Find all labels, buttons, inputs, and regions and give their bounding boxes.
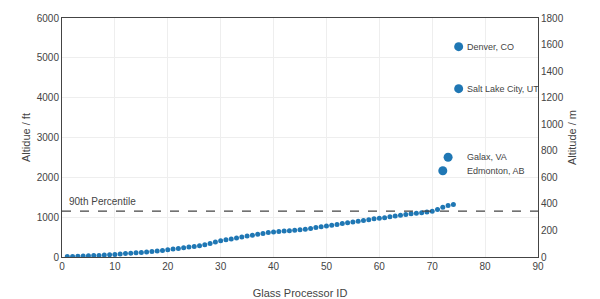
svg-text:400: 400 (541, 198, 558, 209)
svg-text:1000: 1000 (541, 119, 564, 130)
svg-text:1200: 1200 (541, 92, 564, 103)
svg-text:Galax, VA: Galax, VA (467, 152, 507, 162)
svg-text:3000: 3000 (37, 132, 60, 143)
svg-text:90th Percentile: 90th Percentile (69, 196, 136, 207)
svg-text:6000: 6000 (37, 13, 60, 24)
svg-text:Altitude / m: Altitude / m (566, 110, 578, 165)
svg-text:2000: 2000 (37, 172, 60, 183)
svg-text:Salt Lake City, UT: Salt Lake City, UT (467, 84, 539, 94)
svg-text:1800: 1800 (541, 13, 564, 24)
svg-text:0: 0 (541, 252, 547, 263)
svg-text:600: 600 (541, 172, 558, 183)
svg-text:Denver, CO: Denver, CO (467, 42, 514, 52)
svg-text:200: 200 (541, 225, 558, 236)
svg-text:90: 90 (532, 261, 544, 272)
svg-text:1000: 1000 (37, 212, 60, 223)
svg-text:Altidue / ft: Altidue / ft (20, 113, 32, 162)
svg-text:Glass Processor ID: Glass Processor ID (253, 287, 348, 299)
svg-text:70: 70 (427, 261, 439, 272)
svg-text:40: 40 (268, 261, 280, 272)
svg-text:80: 80 (480, 261, 492, 272)
svg-text:0: 0 (53, 252, 59, 263)
svg-text:800: 800 (541, 145, 558, 156)
svg-text:20: 20 (162, 261, 174, 272)
svg-text:1600: 1600 (541, 39, 564, 50)
svg-text:Edmonton, AB: Edmonton, AB (467, 166, 525, 176)
svg-text:30: 30 (215, 261, 227, 272)
svg-text:0: 0 (59, 261, 65, 272)
svg-text:4000: 4000 (37, 92, 60, 103)
svg-text:60: 60 (374, 261, 386, 272)
svg-text:50: 50 (321, 261, 333, 272)
svg-text:1400: 1400 (541, 66, 564, 77)
svg-text:10: 10 (109, 261, 121, 272)
svg-text:5000: 5000 (37, 52, 60, 63)
